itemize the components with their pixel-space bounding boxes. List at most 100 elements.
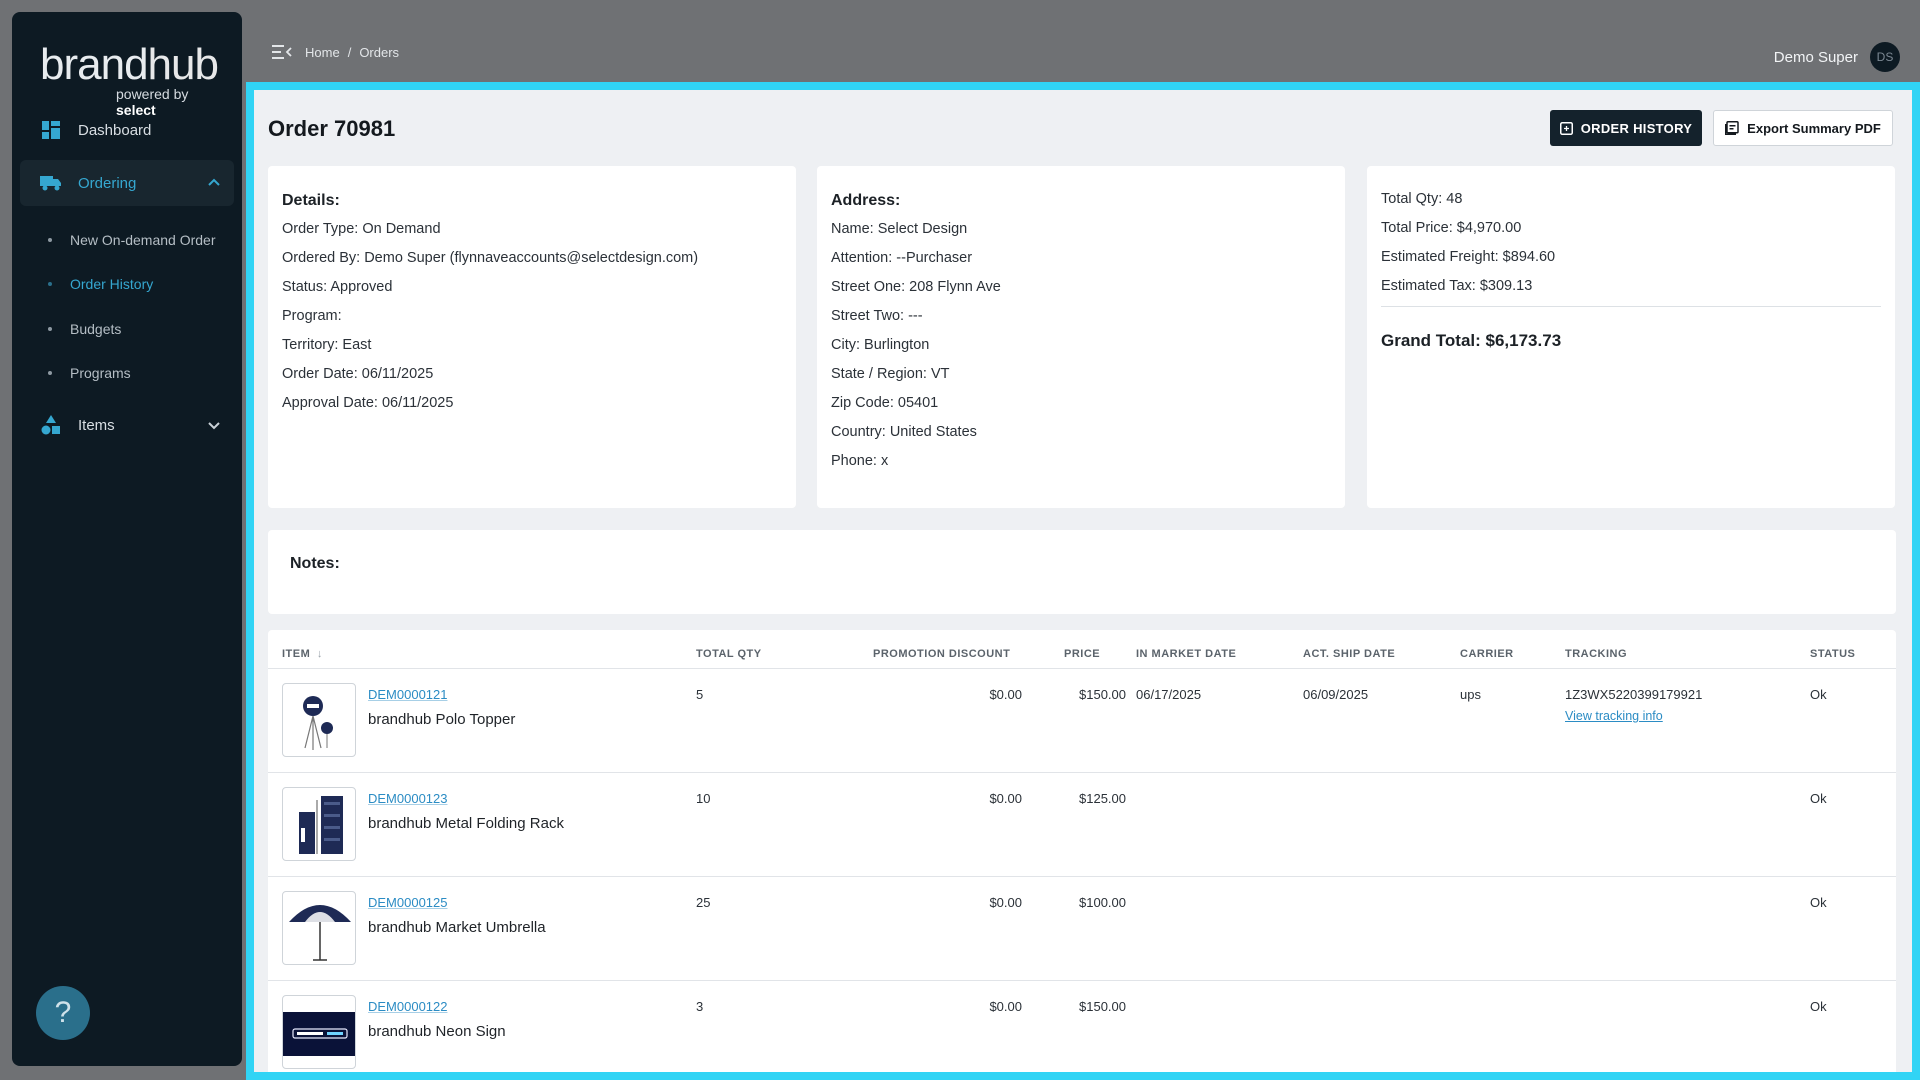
- chevron-up-icon: [206, 175, 222, 191]
- sidebar-item-label: Dashboard: [78, 121, 152, 139]
- menu-collapse-icon[interactable]: [272, 44, 292, 60]
- summary-total-price: Total Price: $4,970.00: [1381, 220, 1522, 236]
- item-sku-link[interactable]: DEM0000122: [368, 999, 448, 1014]
- sidebar-subitem-new-order[interactable]: New On-demand Order: [36, 228, 216, 252]
- item-status: Ok: [1810, 895, 1827, 910]
- column-header-tracking[interactable]: TRACKING: [1565, 648, 1628, 660]
- item-thumbnail-neon-sign[interactable]: [282, 995, 356, 1069]
- brandhub-logo[interactable]: brandhub powered by select: [30, 30, 230, 118]
- item-name: brandhub Neon Sign: [368, 1023, 506, 1040]
- dashboard-icon: [40, 119, 62, 141]
- help-icon: ?: [54, 996, 72, 1029]
- sidebar-item-ordering[interactable]: Ordering: [20, 160, 234, 206]
- details-status: Status: Approved: [282, 279, 393, 295]
- item-status: Ok: [1810, 999, 1827, 1014]
- address-name: Name: Select Design: [831, 221, 968, 237]
- breadcrumb-separator: /: [347, 45, 352, 60]
- item-promotion-discount: $0.00: [989, 895, 1022, 910]
- item-act-ship-date: 06/09/2025: [1303, 687, 1369, 702]
- column-header-price[interactable]: PRICE: [1064, 648, 1101, 660]
- sidebar-subitem-programs[interactable]: Programs: [36, 361, 131, 385]
- details-ordered-by: Ordered By: Demo Super (flynnaveaccounts…: [282, 250, 699, 266]
- table-row: DEM0000121 brandhub Polo Topper 5 $0.00 …: [268, 669, 1896, 773]
- sidebar-subitem-budgets[interactable]: Budgets: [36, 317, 121, 341]
- details-title: Details:: [282, 192, 340, 209]
- breadcrumb-home[interactable]: Home: [305, 45, 340, 60]
- summary-estimated-freight: Estimated Freight: $894.60: [1381, 249, 1556, 265]
- address-title: Address:: [831, 192, 901, 209]
- main-content: Order 70981 ORDER HISTORY Export Summary…: [246, 82, 1920, 1080]
- item-thumbnail-polo-topper[interactable]: [282, 683, 356, 757]
- sidebar-item-label: Items: [78, 416, 115, 434]
- item-in-market-date: 06/17/2025: [1136, 687, 1202, 702]
- sidebar-subitem-order-history[interactable]: Order History: [36, 272, 153, 296]
- address-list: Name: Select Design Attention: --Purchas…: [831, 220, 1331, 471]
- address-state: State / Region: VT: [831, 366, 950, 382]
- truck-icon: [40, 172, 62, 194]
- export-summary-pdf-button[interactable]: Export Summary PDF: [1713, 110, 1893, 146]
- notes-card: Notes:: [268, 530, 1896, 614]
- address-attention: Attention: --Purchaser: [831, 250, 973, 266]
- item-sku-link[interactable]: DEM0000125: [368, 895, 448, 910]
- item-promotion-discount: $0.00: [989, 687, 1022, 702]
- column-header-item[interactable]: ITEM ↓: [282, 648, 323, 660]
- sidebar-item-dashboard[interactable]: Dashboard: [20, 107, 234, 153]
- column-header-status[interactable]: STATUS: [1810, 648, 1856, 660]
- table-header-divider: [268, 668, 1896, 669]
- table-row: DEM0000122 brandhub Neon Sign 3 $0.00 $1…: [268, 981, 1896, 1072]
- user-menu[interactable]: Demo Super DS: [1774, 42, 1900, 72]
- order-history-label: ORDER HISTORY: [1580, 120, 1693, 136]
- details-card: Details: Order Type: On Demand Ordered B…: [268, 166, 796, 508]
- details-order-date: Order Date: 06/11/2025: [282, 366, 434, 382]
- help-button[interactable]: ?: [36, 986, 90, 1040]
- address-country: Country: United States: [831, 424, 977, 440]
- history-icon: [1559, 121, 1573, 135]
- breadcrumb-orders[interactable]: Orders: [359, 45, 400, 60]
- sidebar-subitem-label: Programs: [70, 365, 131, 381]
- bullet-icon: [48, 327, 52, 331]
- address-city: City: Burlington: [831, 337, 930, 353]
- view-tracking-info-link[interactable]: View tracking info: [1565, 709, 1663, 723]
- sidebar-item-label: Ordering: [78, 174, 137, 192]
- item-name: brandhub Market Umbrella: [368, 919, 546, 936]
- item-price: $100.00: [1079, 895, 1126, 910]
- details-order-type: Order Type: On Demand: [282, 221, 441, 237]
- column-header-carrier[interactable]: CARRIER: [1460, 648, 1514, 660]
- shapes-icon: [40, 414, 62, 436]
- item-price: $125.00: [1079, 791, 1126, 806]
- item-name: brandhub Polo Topper: [368, 711, 516, 728]
- item-price: $150.00: [1079, 999, 1126, 1014]
- address-card: Address: Name: Select Design Attention: …: [817, 166, 1345, 508]
- logo-tagline: powered by select: [116, 86, 230, 118]
- item-status: Ok: [1810, 791, 1827, 806]
- sidebar-subitem-label: Budgets: [70, 321, 122, 337]
- logo-tagline-prefix: powered by: [116, 86, 189, 102]
- bullet-icon: [48, 371, 52, 375]
- logo-wordmark: brandhub: [40, 40, 219, 90]
- column-header-act-ship-date[interactable]: ACT. SHIP DATE: [1303, 648, 1396, 660]
- column-header-label: ITEM: [282, 648, 311, 660]
- summary-total-qty: Total Qty: 48: [1381, 191, 1463, 207]
- item-thumbnail-metal-folding-rack[interactable]: [282, 787, 356, 861]
- column-header-total-qty[interactable]: TOTAL QTY: [696, 648, 762, 660]
- topbar: Home / Orders Demo Super DS: [260, 30, 1920, 80]
- user-name: Demo Super: [1773, 48, 1858, 66]
- order-items-table: ITEM ↓ TOTAL QTY PROMOTION DISCOUNT PRIC…: [268, 630, 1896, 1072]
- sidebar-item-items[interactable]: Items: [20, 402, 234, 448]
- item-name: brandhub Metal Folding Rack: [368, 815, 564, 832]
- item-promotion-discount: $0.00: [989, 791, 1022, 806]
- item-thumbnail-market-umbrella[interactable]: [282, 891, 356, 965]
- sidebar: brandhub powered by select Dashboard Ord…: [12, 12, 242, 1066]
- item-promotion-discount: $0.00: [989, 999, 1022, 1014]
- order-history-button[interactable]: ORDER HISTORY: [1550, 110, 1702, 146]
- column-header-promotion-discount[interactable]: PROMOTION DISCOUNT: [873, 648, 1011, 660]
- item-sku-link[interactable]: DEM0000121: [368, 687, 448, 702]
- item-total-qty: 10: [696, 791, 711, 806]
- item-total-qty: 25: [696, 895, 711, 910]
- column-header-in-market-date[interactable]: IN MARKET DATE: [1136, 648, 1237, 660]
- item-sku-link[interactable]: DEM0000123: [368, 791, 448, 806]
- notes-title: Notes:: [290, 555, 340, 572]
- item-price: $150.00: [1079, 687, 1126, 702]
- table-row: DEM0000125 brandhub Market Umbrella 25 $…: [268, 877, 1896, 981]
- avatar[interactable]: DS: [1870, 42, 1900, 72]
